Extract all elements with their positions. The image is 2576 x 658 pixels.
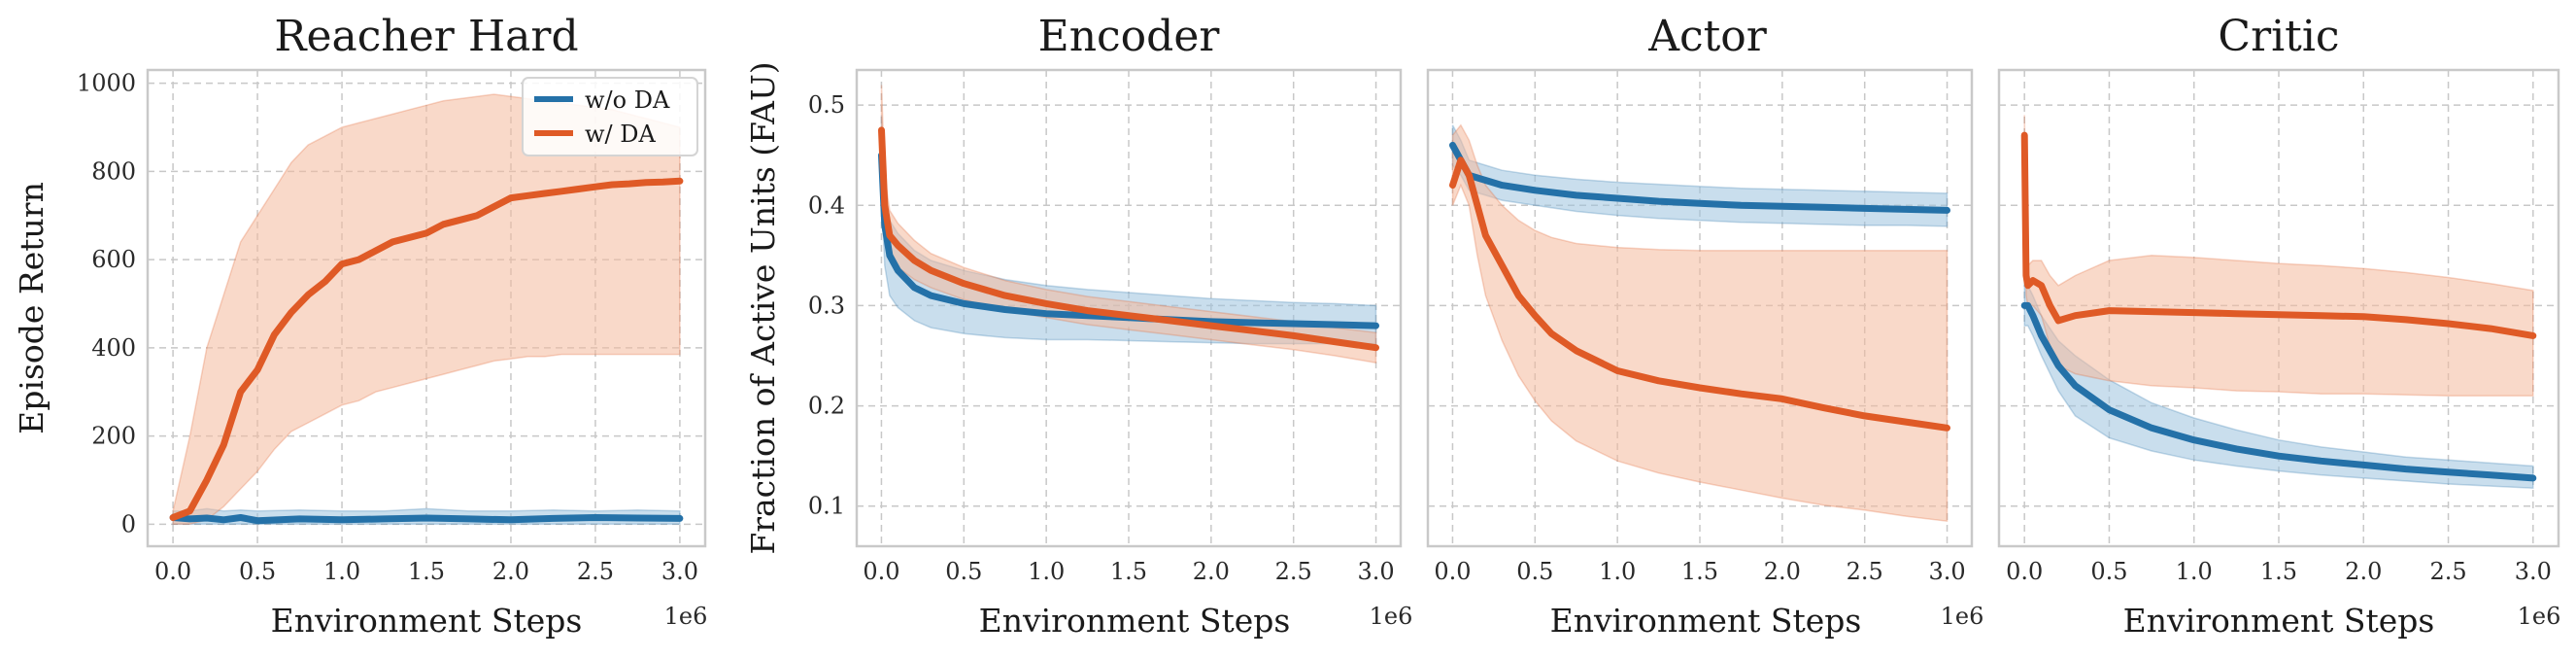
x-scale-label: 1e6 [1941, 603, 1984, 630]
x-tick-label: 3.0 [1357, 558, 1394, 585]
confidence-band-with-da [172, 93, 681, 526]
x-tick-label: 2.0 [492, 558, 529, 585]
y-tick-label: 800 [91, 157, 136, 185]
y-axis-label: Episode Return [13, 182, 51, 434]
y-tick-label: 0 [121, 510, 136, 537]
series-line-without-da [878, 152, 1379, 329]
x-tick-label: 1.5 [1681, 558, 1718, 585]
x-tick-label: 0.5 [1516, 558, 1553, 585]
panel-title: Reacher Hard [274, 12, 578, 61]
panel-critic: Critic Environment Steps 1e6 0.0 0.5 1.0 1.… [1997, 12, 2561, 640]
panel-title: Encoder [1038, 12, 1221, 61]
plot-frame [855, 68, 1403, 548]
legend: w/o DA w/ DA [522, 77, 698, 156]
x-scale-label: 1e6 [1370, 603, 1413, 630]
x-tick-label: 1.0 [1028, 558, 1065, 585]
x-tick-label: 1.5 [408, 558, 445, 585]
x-tick-label: 0.5 [945, 558, 982, 585]
x-tick-label: 3.0 [2515, 558, 2552, 585]
y-tick-label: 0.3 [808, 292, 845, 319]
confidence-band-with-da [1451, 123, 1949, 523]
x-tick-label: 0.0 [154, 558, 191, 585]
plot-frame [1997, 68, 2560, 548]
y-tick-label: 0.4 [808, 191, 845, 219]
x-axis-label: Environment Steps [2123, 602, 2435, 640]
series-line-with-da [1449, 156, 1950, 432]
series-line-without-da [169, 514, 684, 525]
y-tick-label: 600 [91, 246, 136, 273]
x-tick-label: 0.0 [2006, 558, 2043, 585]
legend-label-without-da: w/o DA [585, 87, 670, 114]
x-scale-label: 1e6 [664, 603, 708, 630]
x-tick-label: 2.0 [1764, 558, 1801, 585]
x-tick-label: 0.0 [863, 558, 899, 585]
y-tick-label: 1000 [77, 70, 136, 97]
panel-title: Actor [1647, 12, 1768, 61]
series-line-without-da [1449, 141, 1950, 214]
x-tick-label: 1.0 [2176, 558, 2213, 585]
x-tick-label: 2.5 [1275, 558, 1312, 585]
plot-layer [1999, 70, 2559, 546]
x-tick-label: 2.5 [577, 558, 614, 585]
x-tick-label: 2.0 [2345, 558, 2382, 585]
x-tick-label: 1.0 [1599, 558, 1636, 585]
legend-label-with-da: w/ DA [585, 121, 657, 148]
x-tick-label: 0.0 [1434, 558, 1471, 585]
x-tick-label: 0.5 [2090, 558, 2127, 585]
plot-frame [146, 68, 707, 548]
x-axis-label: Environment Steps [979, 602, 1291, 640]
series-line-with-da [878, 126, 1379, 352]
x-tick-label: 2.0 [1193, 558, 1230, 585]
y-tick-label: 400 [91, 334, 136, 362]
x-tick-label: 1.0 [323, 558, 360, 585]
y-tick-label: 0.1 [808, 493, 845, 520]
plot-layer [1428, 70, 1972, 546]
x-tick-label: 1.5 [1110, 558, 1147, 585]
x-tick-label: 1.5 [2260, 558, 2297, 585]
panel-encoder: Encoder Fraction of Active Units (FAU) E… [744, 12, 1412, 640]
panel-title: Critic [2218, 12, 2339, 61]
x-tick-label: 0.5 [239, 558, 276, 585]
plot-frame [1426, 68, 1974, 548]
confidence-band-without-da [1451, 124, 1949, 227]
x-tick-label: 2.5 [2429, 558, 2466, 585]
series-line-with-da [2020, 131, 2537, 339]
series-line-with-da [169, 177, 684, 521]
panel-reacher-hard: Reacher Hard Episode Return Environment … [13, 12, 707, 640]
x-axis-label: Environment Steps [271, 602, 583, 640]
y-tick-label: 0.5 [808, 91, 845, 119]
x-tick-label: 2.5 [1847, 558, 1883, 585]
x-tick-label: 3.0 [1928, 558, 1965, 585]
y-tick-label: 0.2 [808, 393, 845, 420]
y-tick-label: 200 [91, 423, 136, 450]
series-line-without-da [2020, 301, 2537, 482]
plot-layer [857, 70, 1401, 546]
x-tick-label: 3.0 [661, 558, 698, 585]
plot-layer [148, 70, 705, 546]
panel-actor: Actor Environment Steps 1e6 0.0 0.5 1.0 1.5… [1426, 12, 1984, 640]
x-scale-label: 1e6 [2518, 603, 2561, 630]
y-axis-label: Fraction of Active Units (FAU) [744, 61, 782, 554]
x-axis-label: Environment Steps [1550, 602, 1862, 640]
